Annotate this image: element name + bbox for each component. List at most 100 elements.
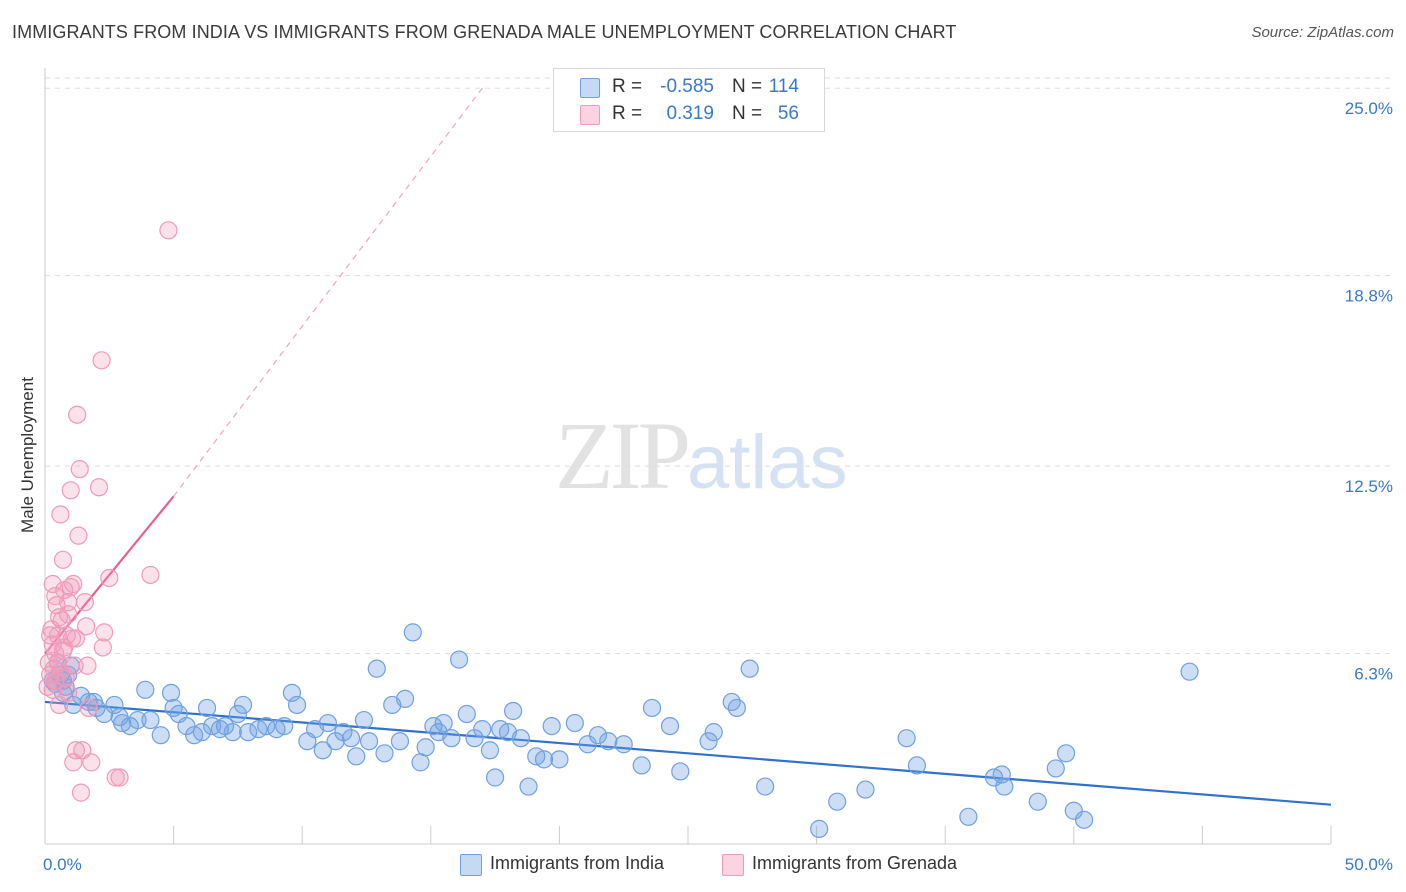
trend-lines [44,87,1332,806]
point-grenada [56,668,75,687]
legend-n-value-grenada: 56 [777,103,799,124]
point-grenada [79,698,98,718]
point-india [1064,801,1083,820]
point-india [699,732,718,751]
point-india [727,698,746,718]
point-grenada [66,741,85,760]
series-label-india: Immigrants from India [490,853,665,873]
series-swatch-india [460,854,482,876]
point-india [671,762,690,781]
x-tick-label: 50.0% [1345,855,1393,874]
legend-r-key-grenada: R = [612,103,643,124]
point-grenada [93,638,112,657]
point-india [326,732,345,751]
point-india [390,732,410,751]
legend-r-value-india: -0.585 [660,76,714,97]
point-grenada [92,351,111,370]
point-india [359,732,379,751]
point-india [95,704,114,724]
point-india [223,723,242,742]
point-india [375,744,394,763]
series-legend-india: Immigrants from India [460,852,710,876]
point-india [128,710,147,730]
point-india [449,650,469,669]
point-india [275,716,294,736]
legend-n-value-india: 114 [768,76,799,97]
point-india [341,729,361,748]
point-india [192,723,211,742]
point-india [907,756,927,775]
legend-swatch-grenada [580,105,600,125]
point-india [704,723,723,742]
point-grenada [73,741,92,760]
point-india [740,659,759,678]
point-grenada [68,405,87,424]
point-india [141,710,160,730]
gridlines [45,77,1395,655]
legend-row-grenada: R = 0.319 N = 56 [554,101,824,127]
point-india [578,735,597,754]
point-india [642,698,662,718]
point-grenada [106,768,125,787]
point-india [233,695,253,715]
point-india [519,777,538,796]
y-tick-label: 12.5% [1345,477,1393,496]
point-grenada [89,478,109,497]
point-grenada [59,605,78,624]
point-grenada [78,656,97,675]
point-india [287,695,307,715]
series-legend-grenada: Immigrants from Grenada [722,852,992,876]
y-tick-label: 18.8% [1345,287,1393,306]
point-india [565,713,584,733]
watermark: ZIPatlas [555,400,848,511]
point-grenada [100,568,119,588]
point-india [161,683,181,702]
legend-r-value-grenada: 0.319 [666,103,714,124]
point-india [105,695,124,715]
point-grenada [159,221,178,240]
point-india [434,713,453,733]
point-india [367,659,386,678]
point-india [411,753,430,772]
point-india [136,680,155,699]
point-india [473,720,492,739]
point-india [599,732,618,751]
series-label-grenada: Immigrants from Grenada [752,853,958,873]
point-india [1056,744,1076,763]
point-india [347,747,366,766]
point-grenada [77,617,96,636]
point-grenada [59,683,78,702]
point-india [550,750,569,769]
legend-row-india: R = -0.585 N = 114 [554,74,824,100]
chart-source: Source: ZipAtlas.com [1251,24,1394,41]
point-grenada [110,768,129,787]
point-india [1180,662,1199,681]
point-grenada [64,574,83,594]
y-tick-label: 25.0% [1345,99,1393,118]
point-india [995,777,1014,796]
point-grenada [65,656,84,675]
point-india [511,729,530,748]
point-grenada [95,623,114,642]
point-india [416,738,435,757]
point-india [177,716,196,736]
series-swatch-grenada [722,854,744,876]
point-india [897,729,916,748]
legend-n-key-grenada: N = [732,103,763,124]
point-grenada [71,783,91,802]
point-grenada [53,641,73,660]
point-india [442,729,461,748]
point-grenada [70,460,89,479]
point-india [486,768,505,787]
point-india [197,698,217,718]
trend-extension-grenada [173,87,483,497]
correlation-legend: R = -0.585 N = 114 R = 0.319 N = 56 [553,68,825,132]
point-grenada [43,680,62,699]
point-india [856,780,875,799]
point-india [395,689,415,708]
axes [44,68,1332,845]
point-india [257,716,276,736]
point-grenada [50,695,69,715]
point-india [457,704,476,724]
point-india [228,704,247,724]
